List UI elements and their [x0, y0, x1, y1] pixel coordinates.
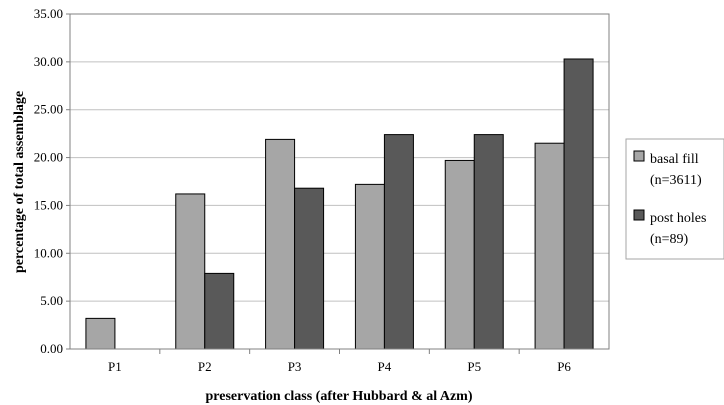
- x-axis-title: preservation class (after Hubbard & al A…: [205, 389, 472, 404]
- legend-frame: [625, 138, 724, 260]
- legend-label: basal fill: [650, 152, 699, 167]
- bar-basal-fill-p4: [354, 183, 385, 350]
- x-tick-label: P1: [108, 359, 122, 374]
- x-tick-label: P6: [557, 359, 571, 374]
- y-axis-ticks: 0.00 5.00 10.00 15.00 20.00 25.00 30.00 35.00: [34, 6, 70, 356]
- x-tick-label: P5: [467, 359, 481, 374]
- bar-basal-fill-p1: [85, 317, 116, 350]
- bar-basal-fill-p6: [534, 142, 565, 350]
- y-axis-title: percentage of total assemblage: [12, 91, 27, 273]
- bar-post-holes-p5: [473, 134, 504, 350]
- bar-basal-fill-p3: [265, 138, 296, 350]
- legend-label: post holes: [650, 211, 706, 226]
- y-tick-label: 25.00: [34, 102, 63, 117]
- legend-label: (n=3611): [650, 173, 702, 188]
- x-tick-label: P2: [198, 359, 212, 374]
- y-tick-label: 15.00: [34, 197, 63, 212]
- bar-basal-fill-p5: [444, 159, 475, 350]
- legend-swatch: [633, 209, 645, 221]
- bars: [85, 58, 594, 350]
- y-tick-label: 5.00: [40, 293, 63, 308]
- bar-post-holes-p3: [294, 187, 325, 350]
- x-tick-label: P3: [288, 359, 302, 374]
- bar-post-holes-p2: [204, 272, 235, 350]
- x-axis-ticks: P1 P2 P3 P4 P5 P6: [108, 349, 571, 374]
- y-tick-label: 30.00: [34, 54, 63, 69]
- legend: basal fill (n=3611) post holes (n=89): [625, 138, 724, 260]
- x-tick-label: P4: [378, 359, 392, 374]
- y-tick-label: 0.00: [40, 341, 63, 356]
- bar-post-holes-p6: [563, 58, 594, 350]
- legend-swatch: [633, 150, 645, 162]
- y-tick-label: 10.00: [34, 245, 63, 260]
- legend-label: (n=89): [650, 232, 689, 247]
- gridlines: [70, 61, 609, 302]
- bar-basal-fill-p2: [175, 193, 206, 350]
- y-tick-label: 20.00: [34, 150, 63, 165]
- plot-area-frame: [69, 13, 610, 350]
- y-tick-label: 35.00: [34, 6, 63, 21]
- bar-post-holes-p4: [383, 134, 414, 350]
